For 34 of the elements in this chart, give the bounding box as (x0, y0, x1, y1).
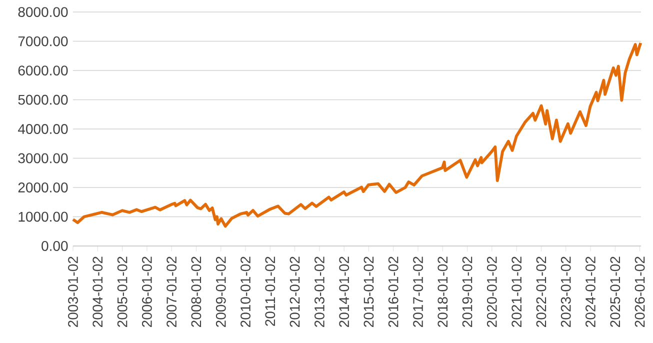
y-tick-label: 5000.00 (18, 94, 68, 105)
x-tick-label: 2019-01-02 (462, 256, 472, 327)
x-tick-label: 2020-01-02 (486, 256, 497, 327)
y-tick-label: 7000.00 (18, 36, 68, 46)
y-tick-label: 1000.00 (18, 212, 68, 222)
x-tick-label: 2009-01-02 (216, 256, 226, 327)
x-tick-label: 2004-01-02 (92, 256, 103, 327)
y-tick-label: 4000.00 (18, 124, 68, 134)
x-tick-label: 2003-01-02 (68, 256, 78, 327)
x-tick-label: 2012-01-02 (290, 256, 300, 327)
x-tick-label: 2025-01-02 (610, 256, 620, 327)
x-tick-label: 2017-01-02 (413, 256, 423, 327)
line-series (72, 42, 642, 228)
x-tick-label: 2008-01-02 (191, 256, 202, 327)
x-tick-label: 2014-01-02 (339, 256, 350, 327)
x-tick-label: 2010-01-02 (240, 256, 250, 327)
x-tick-label: 2016-01-02 (388, 256, 398, 327)
x-tick-label: 2023-01-02 (560, 256, 571, 327)
y-tick-label: 8000.00 (18, 7, 68, 17)
x-tick-label: 2006-01-02 (142, 256, 152, 327)
y-tick-label: 3000.00 (18, 153, 68, 164)
y-tick-label: 2000.00 (18, 182, 68, 192)
x-tick-label: 2005-01-02 (117, 256, 128, 327)
x-tick-label: 2026-01-02 (634, 256, 645, 327)
x-tick-label: 2013-01-02 (314, 256, 324, 327)
x-tick-label: 2018-01-02 (438, 256, 448, 327)
x-tick-label: 2022-01-02 (536, 256, 546, 327)
x-tick-label: 2007-01-02 (166, 256, 177, 327)
y-tick-label: 0.00 (42, 241, 68, 251)
x-tick-label: 2011-01-02 (265, 256, 276, 326)
x-tick-label: 2021-01-02 (512, 256, 522, 327)
x-tick-label: 2015-01-02 (364, 256, 374, 327)
x-tick-label: 2024-01-02 (586, 256, 596, 327)
y-tick-label: 6000.00 (18, 66, 68, 76)
